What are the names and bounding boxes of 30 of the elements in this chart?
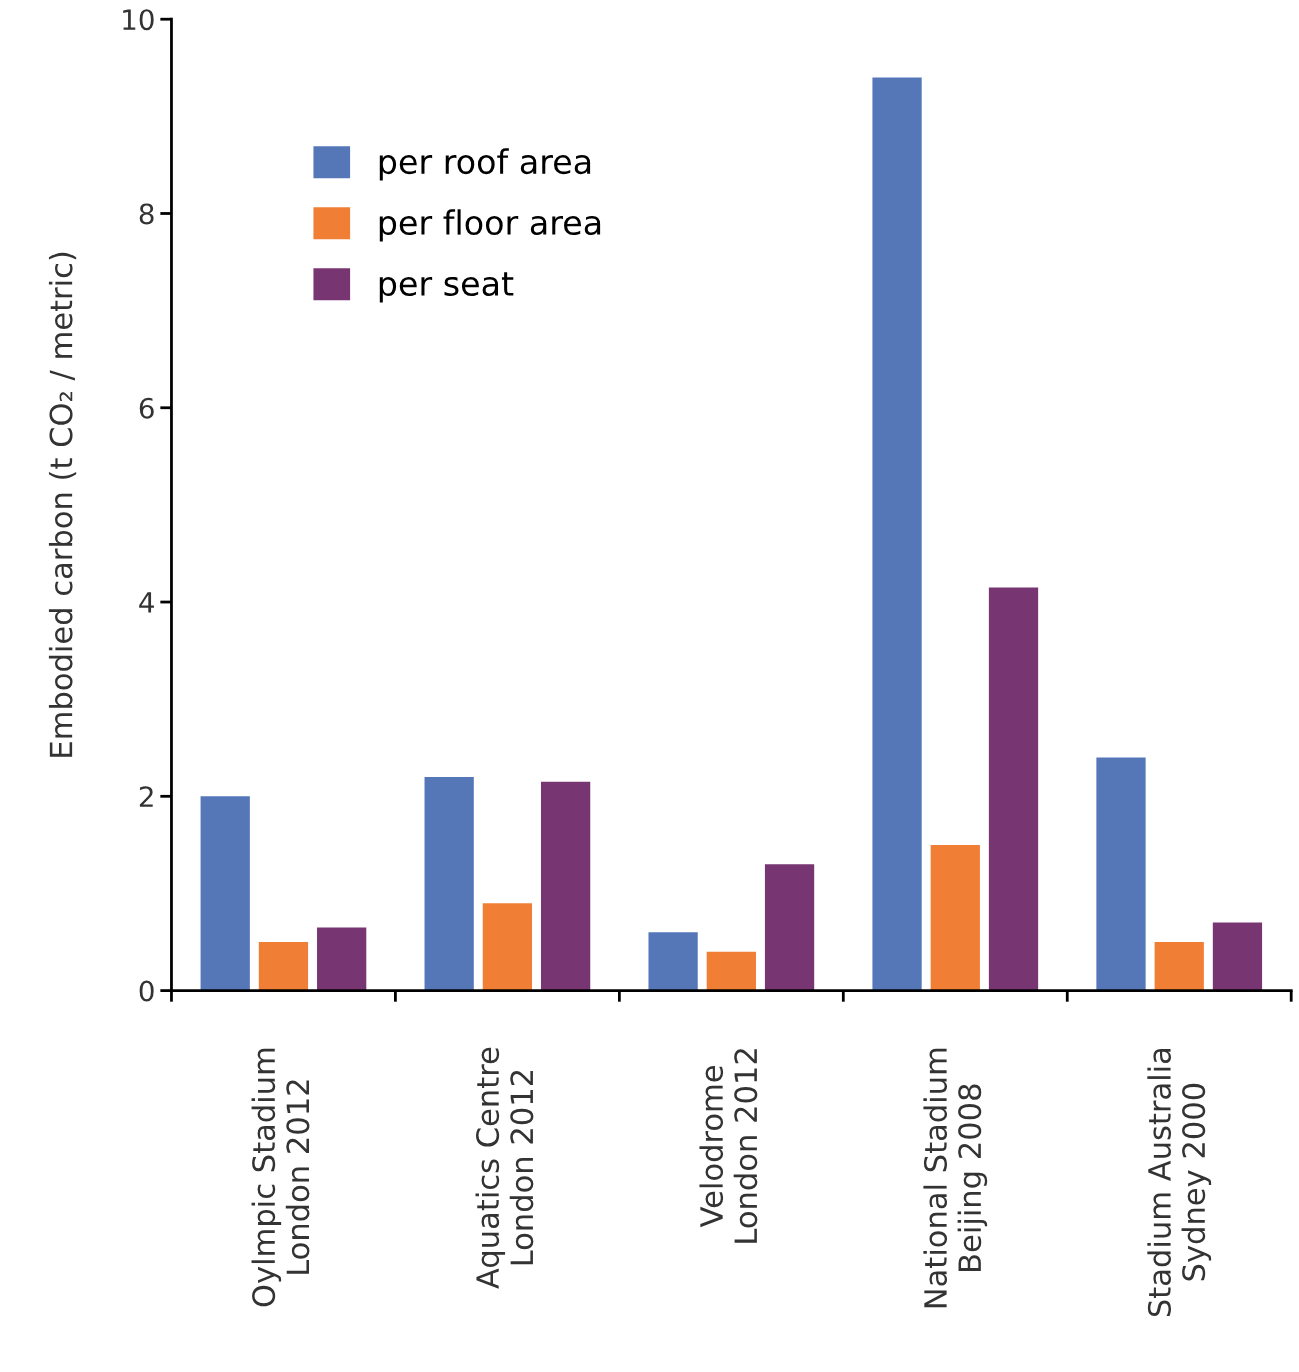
bar	[258, 942, 309, 991]
bar	[872, 77, 922, 991]
legend-label: per roof area	[379, 148, 591, 181]
x-tick-label: Stadium Australia Sydney 2000	[1147, 1048, 1212, 1317]
bar	[540, 781, 591, 991]
bar	[482, 903, 533, 991]
y-axis-title: Embodied carbon (t CO₂ / metric)	[48, 252, 77, 757]
bar	[1212, 922, 1263, 991]
x-tick-label: Aquatics Centre London 2012	[475, 1047, 534, 1289]
bar	[424, 776, 474, 991]
x-tick-label: National Stadium Beijing 2008	[923, 1048, 988, 1308]
y-tick-label: 8	[139, 203, 154, 225]
bar	[200, 796, 250, 991]
bar	[764, 864, 815, 991]
x-tick-label: Velodrome London 2012	[699, 1049, 758, 1243]
x-tick-label: Oylmpic Stadium London 2012	[251, 1048, 310, 1307]
legend-label: per floor area	[379, 209, 601, 242]
y-tick-label: 10	[123, 9, 154, 31]
bar	[930, 844, 980, 991]
bar	[988, 587, 1039, 991]
y-tick-label: 0	[139, 980, 154, 1002]
bar	[648, 932, 698, 991]
y-tick-label: 4	[139, 592, 154, 613]
bar	[1154, 942, 1204, 991]
legend-label: per seat	[379, 272, 514, 303]
bar	[706, 951, 756, 991]
bar	[317, 927, 367, 991]
y-tick-label: 6	[139, 397, 154, 419]
bar	[1096, 757, 1146, 991]
y-tick-label: 2	[139, 786, 153, 807]
